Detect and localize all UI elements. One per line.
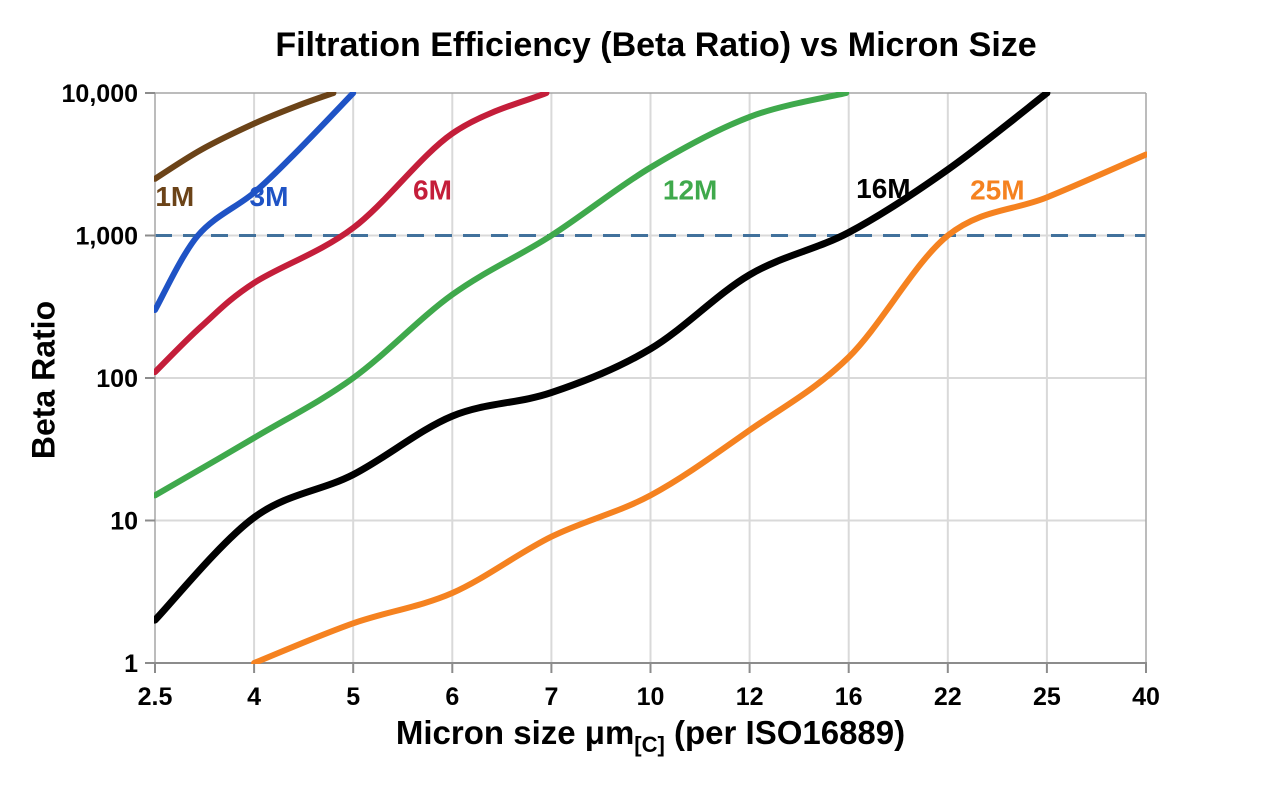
series-label-3m: 3M: [250, 181, 289, 212]
series-curve-3m: [154, 92, 357, 313]
x-tick-label: 25: [1033, 683, 1061, 711]
x-axis-label-main: Micron size μm: [395, 714, 635, 751]
chart-title: Filtration Efficiency (Beta Ratio) vs Mi…: [275, 26, 1037, 64]
x-tick-label: 2.5: [138, 683, 173, 711]
curves-group: [154, 92, 1147, 664]
y-tick-label: 10: [110, 508, 138, 536]
x-tick-label: 4: [247, 683, 261, 711]
y-tick-label: 1: [124, 650, 138, 678]
x-tick-label: 22: [934, 683, 962, 711]
x-tick-label: 40: [1132, 683, 1160, 711]
x-tick-label: 5: [346, 683, 360, 711]
y-tick-label: 1,000: [75, 223, 138, 251]
x-tick-label: 7: [544, 683, 558, 711]
x-tick-label: 6: [445, 683, 459, 711]
x-axis-label: Micron size μm[C] (per ISO16889): [155, 714, 1146, 758]
x-tick-label: 12: [736, 683, 764, 711]
x-tick-label: 10: [637, 683, 665, 711]
x-axis-label-subscript: [C]: [634, 732, 665, 757]
series-curve-6m: [154, 92, 550, 376]
series-curve-1m: [154, 92, 337, 182]
series-curve-16m: [154, 92, 1051, 624]
series-label-25m: 25M: [970, 175, 1024, 206]
x-axis-label-suffix: (per ISO16889): [664, 714, 906, 751]
y-tick-label: 100: [96, 365, 138, 393]
series-label-1m: 1M: [155, 181, 194, 212]
y-tick-label: 10,000: [62, 80, 138, 108]
series-label-12m: 12M: [663, 175, 717, 206]
x-tick-label: 16: [835, 683, 863, 711]
series-label-16m: 16M: [856, 173, 910, 204]
series-curve-12m: [154, 92, 850, 499]
series-curve-25m: [251, 151, 1147, 664]
series-label-6m: 6M: [413, 175, 452, 206]
